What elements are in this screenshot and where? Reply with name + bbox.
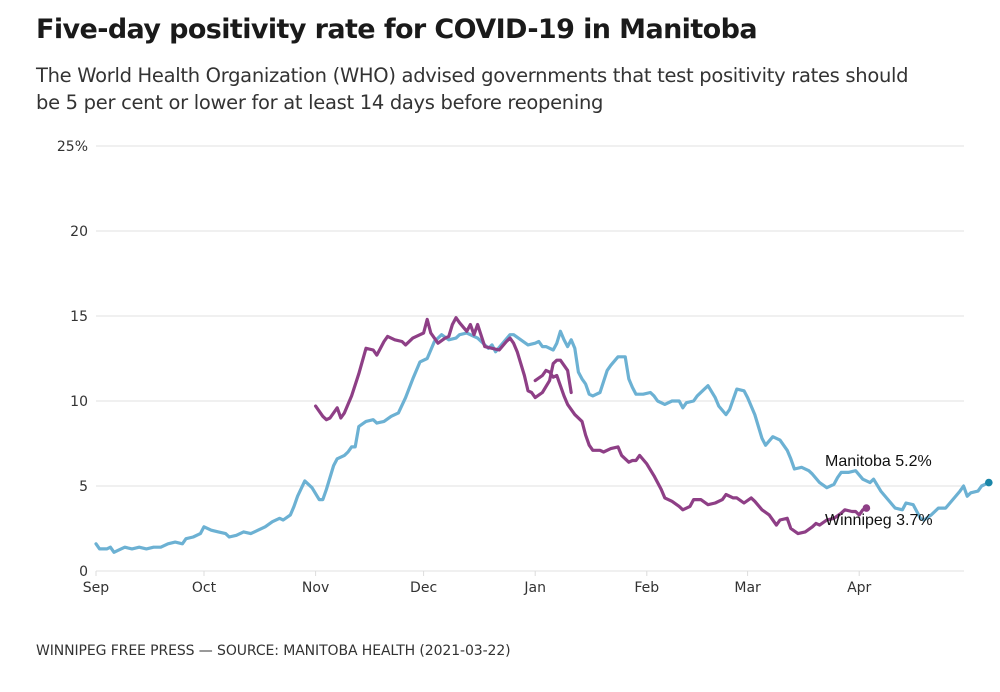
y-tick-label: 10 [70,394,88,410]
x-tick-label: Sep [83,580,110,596]
winnipeg-end-label: Winnipeg 3.7% [825,512,933,529]
manitoba-end-point [985,478,993,487]
source-credit: WINNIPEG FREE PRESS — SOURCE: MANITOBA H… [36,643,511,659]
end-labels: Manitoba 5.2% Winnipeg 3.7% [825,453,933,529]
x-tick-label: Dec [410,580,437,596]
series-line-winnipeg-segment-0 [314,316,573,422]
x-tick-label: Nov [302,580,329,596]
chart-subtitle: The World Health Organization (WHO) advi… [36,64,909,114]
y-tick-label: 15 [70,309,88,325]
y-tick-label: 5 [79,479,88,495]
series-line-winnipeg-segment-1 [533,368,868,536]
y-axis-ticks: 0 5 10 15 20 25% [57,139,88,580]
chart-title: Five-day positivity rate for COVID-19 in… [36,14,758,45]
manitoba-end-label: Manitoba 5.2% [825,453,932,470]
x-tick-label: Feb [634,580,659,596]
winnipeg-end-point [862,504,871,512]
series-line-manitoba [94,329,991,554]
series-lines [94,316,993,554]
y-tick-label: 25% [57,139,88,155]
x-tick-label: Apr [847,580,871,596]
x-tick-label: Jan [523,580,546,596]
x-axis-ticks: Sep Oct Nov Dec Jan Feb Mar Apr [83,571,872,596]
gridlines [96,145,964,572]
y-tick-label: 20 [70,224,88,240]
y-tick-label: 0 [79,564,88,580]
x-tick-label: Oct [192,580,217,596]
x-tick-label: Mar [734,580,761,596]
